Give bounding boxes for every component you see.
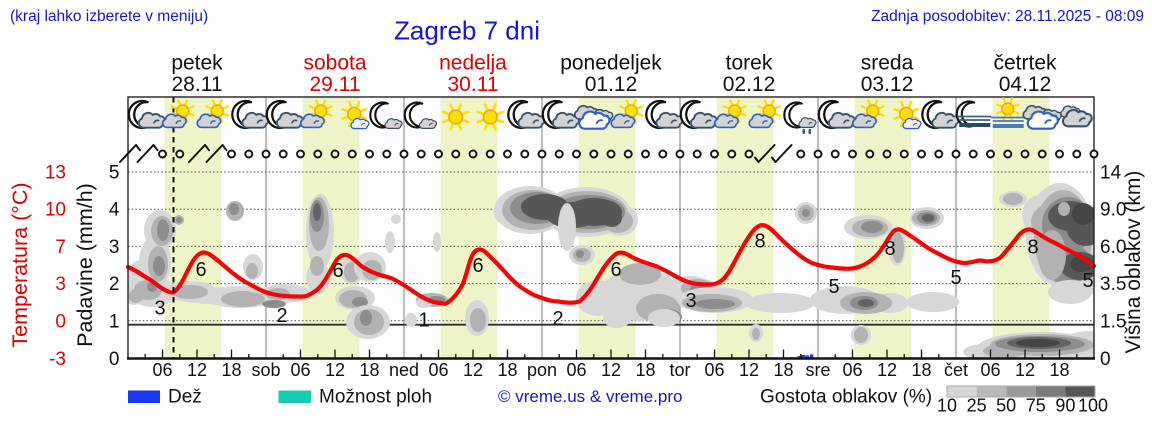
svg-text:10: 10 [937, 396, 957, 416]
svg-text:2: 2 [109, 274, 120, 295]
svg-text:8: 8 [1027, 237, 1038, 259]
svg-text:12: 12 [187, 360, 207, 380]
svg-text:18: 18 [359, 360, 379, 380]
svg-text:06: 06 [980, 360, 1000, 380]
svg-text:9.0: 9.0 [1100, 200, 1126, 221]
svg-text:sobota: sobota [303, 52, 366, 75]
svg-text:2: 2 [276, 305, 287, 327]
svg-text:29.11: 29.11 [310, 73, 361, 96]
svg-text:5: 5 [109, 163, 120, 184]
svg-text:13: 13 [45, 163, 66, 184]
svg-text:nedelja: nedelja [439, 52, 507, 75]
svg-text:06: 06 [152, 360, 172, 380]
svg-text:6: 6 [610, 259, 621, 281]
svg-text:sreda: sreda [861, 52, 914, 75]
svg-text:3: 3 [55, 274, 66, 295]
svg-text:06: 06 [290, 360, 310, 380]
svg-text:18: 18 [911, 360, 931, 380]
svg-text:100: 100 [1078, 396, 1108, 416]
svg-text:8: 8 [754, 231, 765, 253]
svg-text:6: 6 [472, 255, 483, 277]
svg-text:5: 5 [1082, 270, 1093, 292]
svg-text:6.0: 6.0 [1100, 237, 1126, 258]
svg-text:torek: torek [726, 52, 773, 75]
svg-text:14: 14 [1100, 163, 1122, 184]
svg-text:0: 0 [109, 349, 120, 370]
svg-text:(kraj lahko izberete v meniju): (kraj lahko izberete v meniju) [10, 8, 208, 25]
svg-text:03.12: 03.12 [861, 73, 914, 96]
svg-text:18: 18 [773, 360, 793, 380]
svg-text:3: 3 [154, 298, 165, 320]
svg-text:Gostota oblakov (%): Gostota oblakov (%) [760, 387, 932, 408]
svg-text:6: 6 [195, 259, 206, 281]
svg-text:04.12: 04.12 [999, 73, 1052, 96]
svg-text:25: 25 [967, 396, 987, 416]
svg-text:Zagreb 7 dni: Zagreb 7 dni [394, 16, 540, 46]
svg-text:7: 7 [55, 237, 66, 258]
svg-text:© vreme.us & vreme.pro: © vreme.us & vreme.pro [498, 387, 682, 406]
svg-text:0: 0 [1100, 349, 1111, 370]
svg-text:-3: -3 [49, 349, 66, 370]
svg-text:četrtek: četrtek [993, 52, 1057, 75]
svg-text:2: 2 [552, 308, 563, 330]
svg-text:3: 3 [109, 237, 120, 258]
svg-text:3.5: 3.5 [1100, 274, 1126, 295]
svg-text:90: 90 [1055, 396, 1075, 416]
svg-text:Dež: Dež [168, 387, 202, 408]
svg-text:18: 18 [1049, 360, 1069, 380]
svg-text:ponedeljek: ponedeljek [560, 52, 662, 75]
svg-text:02.12: 02.12 [723, 73, 776, 96]
svg-text:4: 4 [109, 200, 120, 221]
svg-text:18: 18 [497, 360, 517, 380]
svg-text:12: 12 [739, 360, 759, 380]
svg-text:sob: sob [251, 360, 280, 380]
svg-text:06: 06 [566, 360, 586, 380]
svg-text:06: 06 [428, 360, 448, 380]
svg-text:1: 1 [109, 311, 120, 332]
svg-text:ned: ned [389, 360, 419, 380]
svg-text:1: 1 [418, 310, 429, 332]
svg-text:01.12: 01.12 [585, 73, 638, 96]
svg-text:6: 6 [332, 260, 343, 282]
svg-text:06: 06 [704, 360, 724, 380]
svg-text:50: 50 [996, 396, 1016, 416]
svg-text:1.5: 1.5 [1100, 311, 1126, 332]
svg-text:Višina oblakov (km): Višina oblakov (km) [1122, 171, 1145, 354]
svg-text:18: 18 [221, 360, 241, 380]
svg-text:28.11: 28.11 [172, 73, 223, 96]
svg-text:petek: petek [171, 52, 223, 75]
svg-text:18: 18 [635, 360, 655, 380]
svg-text:sre: sre [805, 360, 830, 380]
svg-text:8: 8 [884, 238, 895, 260]
svg-text:10: 10 [45, 200, 66, 221]
svg-text:30.11: 30.11 [448, 73, 499, 96]
svg-text:12: 12 [877, 360, 897, 380]
svg-text:5: 5 [828, 276, 839, 298]
svg-text:75: 75 [1026, 396, 1046, 416]
svg-text:12: 12 [325, 360, 345, 380]
svg-text:čet: čet [944, 360, 968, 380]
svg-text:12: 12 [1015, 360, 1035, 380]
svg-text:0: 0 [55, 311, 66, 332]
svg-text:Zadnja posodobitev: 28.11.2025: Zadnja posodobitev: 28.11.2025 - 08:09 [871, 8, 1144, 25]
svg-text:3: 3 [685, 290, 696, 312]
svg-text:tor: tor [669, 360, 690, 380]
svg-text:Možnost ploh: Možnost ploh [319, 387, 432, 408]
svg-text:pon: pon [527, 360, 557, 380]
svg-text:12: 12 [601, 360, 621, 380]
svg-text:Temperatura (°C): Temperatura (°C) [8, 182, 32, 347]
svg-text:12: 12 [463, 360, 483, 380]
svg-text:5: 5 [950, 267, 961, 289]
svg-text:Padavine (mm/h): Padavine (mm/h) [73, 183, 97, 347]
svg-text:06: 06 [842, 360, 862, 380]
